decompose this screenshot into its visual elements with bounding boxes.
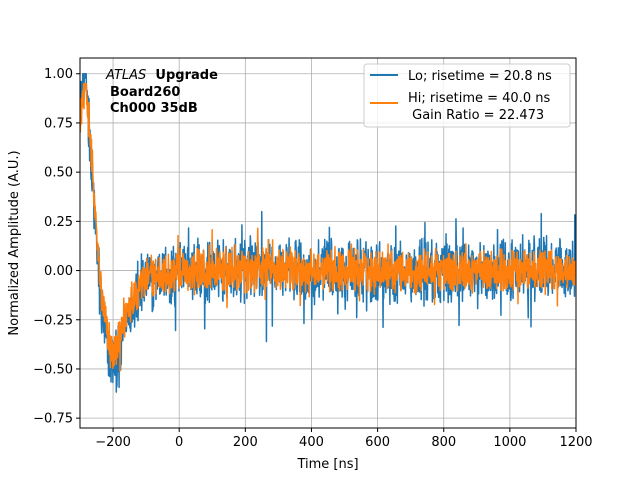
x-tick-label: 600 <box>365 435 390 450</box>
legend-label-hi-line1: Hi; risetime = 40.0 ns <box>408 91 550 106</box>
legend: Lo; risetime = 20.8 ns Hi; risetime = 40… <box>363 63 571 128</box>
x-tick-label: 800 <box>431 435 456 450</box>
y-tick-label: −0.50 <box>33 362 73 377</box>
annotation-upgrade: Upgrade <box>155 68 218 83</box>
y-tick-label: 1.00 <box>44 67 73 82</box>
legend-label-hi: Hi; risetime = 40.0 ns Gain Ratio = 22.4… <box>408 91 554 123</box>
series-line-hi <box>80 82 576 372</box>
legend-label-lo: Lo; risetime = 20.8 ns <box>408 69 552 84</box>
x-tick-label: −200 <box>95 435 131 450</box>
series-layer <box>80 72 576 393</box>
x-tick-label: 1200 <box>559 435 592 450</box>
y-tick-label: −0.75 <box>33 412 73 427</box>
legend-label-hi-line2: Gain Ratio = 22.473 <box>408 108 544 123</box>
x-axis-label: Time [ns] <box>296 457 358 472</box>
annotation-board: Board260 <box>110 85 180 100</box>
y-tick-label: −0.25 <box>33 313 73 328</box>
y-tick-label: 0.75 <box>44 116 73 131</box>
y-tick-label: 0.50 <box>44 166 73 181</box>
y-tick-label: 0.00 <box>44 264 73 279</box>
y-axis-ticks: −0.75 −0.50 −0.25 0.00 0.25 0.50 0.75 1.00 <box>33 67 80 427</box>
y-axis-label: Normalized Amplitude (A.U.) <box>7 150 22 335</box>
x-tick-label: 200 <box>233 435 258 450</box>
x-tick-label: 1000 <box>493 435 526 450</box>
y-tick-label: 0.25 <box>44 215 73 230</box>
annotation-atlas: ATLAS <box>105 68 146 83</box>
x-tick-label: 400 <box>299 435 324 450</box>
annotation-channel: Ch000 35dB <box>110 101 198 116</box>
x-tick-label: 0 <box>175 435 183 450</box>
x-axis-ticks: −200 0 200 400 600 800 1000 1200 <box>95 428 593 450</box>
atlas-annotation: ATLAS Upgrade Board260 Ch000 35dB <box>105 68 218 116</box>
legend-box <box>363 63 571 128</box>
plot-frame <box>79 57 577 429</box>
annotation-line1: ATLAS Upgrade <box>105 68 218 83</box>
